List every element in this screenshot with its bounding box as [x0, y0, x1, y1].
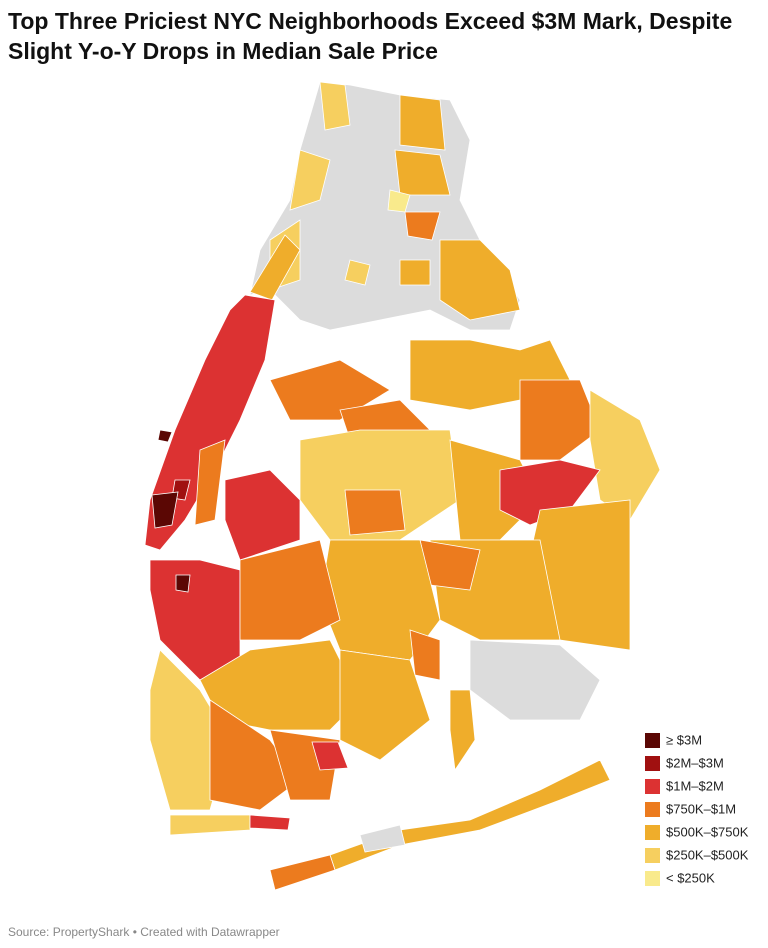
neighborhood	[394, 149, 451, 196]
neighborhood	[299, 429, 461, 541]
neighborhood	[519, 379, 601, 461]
neighborhood	[224, 469, 301, 561]
neighborhood	[344, 489, 406, 536]
neighborhood	[387, 189, 411, 213]
legend-label: $1M–$2M	[666, 778, 724, 793]
legend-swatch	[645, 756, 660, 771]
neighborhood	[344, 259, 371, 286]
neighborhoods	[144, 81, 661, 891]
neighborhood	[269, 359, 391, 421]
neighborhood	[439, 239, 521, 321]
legend-label: $250K–$500K	[666, 847, 749, 862]
no-data-area	[469, 639, 601, 721]
legend-label: $2M–$3M	[666, 755, 724, 770]
source: Source: PropertyShark • Created with Dat…	[8, 925, 280, 939]
legend-swatch	[645, 848, 660, 863]
neighborhood	[319, 81, 351, 131]
neighborhood	[404, 211, 441, 241]
neighborhood	[239, 539, 341, 641]
legend-swatch	[645, 802, 660, 817]
legend-label: < $250K	[666, 870, 715, 885]
no-data-area	[359, 824, 406, 853]
neighborhood	[289, 149, 331, 211]
neighborhood	[409, 629, 441, 681]
neighborhood	[209, 699, 301, 811]
neighborhood	[449, 689, 476, 772]
neighborhood	[175, 574, 191, 593]
title: Top Three Priciest NYC Neighborhoods Exc…	[8, 8, 733, 64]
legend: ≥ $3M $2M–$3M $1M–$2M $750K–$1M $500K–$750K $…	[645, 732, 749, 886]
neighborhood	[339, 649, 431, 761]
legend-swatch	[645, 825, 660, 840]
legend-swatch	[645, 733, 660, 748]
legend-label: ≥ $3M	[666, 732, 702, 747]
neighborhood	[269, 854, 336, 891]
neighborhood	[249, 814, 291, 831]
neighborhood	[169, 814, 251, 836]
neighborhood	[399, 94, 446, 151]
neighborhood	[157, 429, 173, 443]
neighborhood	[151, 491, 179, 529]
neighborhood	[311, 741, 349, 771]
neighborhood	[249, 234, 301, 301]
neighborhood	[329, 759, 611, 871]
legend-swatch	[645, 779, 660, 794]
legend-swatch	[645, 871, 660, 886]
legend-label: $750K–$1M	[666, 801, 736, 816]
neighborhood	[399, 259, 431, 286]
neighborhood	[194, 439, 226, 526]
legend-label: $500K–$750K	[666, 824, 749, 839]
